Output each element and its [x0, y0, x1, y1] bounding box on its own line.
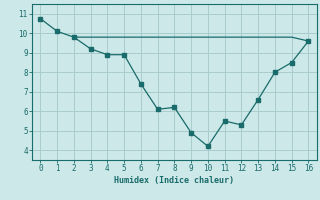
- X-axis label: Humidex (Indice chaleur): Humidex (Indice chaleur): [115, 176, 234, 185]
